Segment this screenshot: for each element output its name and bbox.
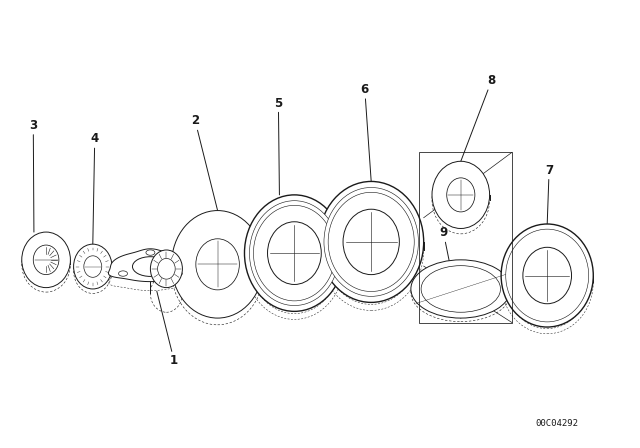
Ellipse shape xyxy=(506,229,589,322)
Ellipse shape xyxy=(150,250,182,288)
Text: 6: 6 xyxy=(361,83,371,181)
Ellipse shape xyxy=(84,256,102,277)
Ellipse shape xyxy=(253,205,335,301)
Text: 5: 5 xyxy=(275,96,282,195)
Ellipse shape xyxy=(447,178,475,212)
Ellipse shape xyxy=(411,260,511,318)
Text: 8: 8 xyxy=(461,74,495,161)
Ellipse shape xyxy=(343,209,399,275)
Ellipse shape xyxy=(196,239,239,290)
Polygon shape xyxy=(108,249,193,282)
Text: 2: 2 xyxy=(191,114,218,211)
Ellipse shape xyxy=(244,195,344,311)
Ellipse shape xyxy=(432,161,490,228)
Ellipse shape xyxy=(74,244,112,289)
Ellipse shape xyxy=(22,232,70,288)
Ellipse shape xyxy=(250,201,339,306)
Ellipse shape xyxy=(268,222,321,284)
Ellipse shape xyxy=(157,258,175,279)
Ellipse shape xyxy=(132,257,168,276)
Text: 00C04292: 00C04292 xyxy=(535,419,579,428)
Ellipse shape xyxy=(146,250,155,255)
Text: 9: 9 xyxy=(440,226,461,318)
Ellipse shape xyxy=(319,181,424,302)
Text: 4: 4 xyxy=(91,132,99,244)
Ellipse shape xyxy=(421,266,500,312)
Ellipse shape xyxy=(172,211,264,318)
Ellipse shape xyxy=(523,247,572,304)
Ellipse shape xyxy=(324,187,419,297)
Text: 7: 7 xyxy=(545,164,553,224)
Ellipse shape xyxy=(173,271,182,276)
Text: 1: 1 xyxy=(157,291,178,367)
Text: 3: 3 xyxy=(29,119,37,232)
Ellipse shape xyxy=(33,245,59,275)
Ellipse shape xyxy=(118,271,127,276)
Ellipse shape xyxy=(328,192,414,292)
Ellipse shape xyxy=(501,224,593,327)
